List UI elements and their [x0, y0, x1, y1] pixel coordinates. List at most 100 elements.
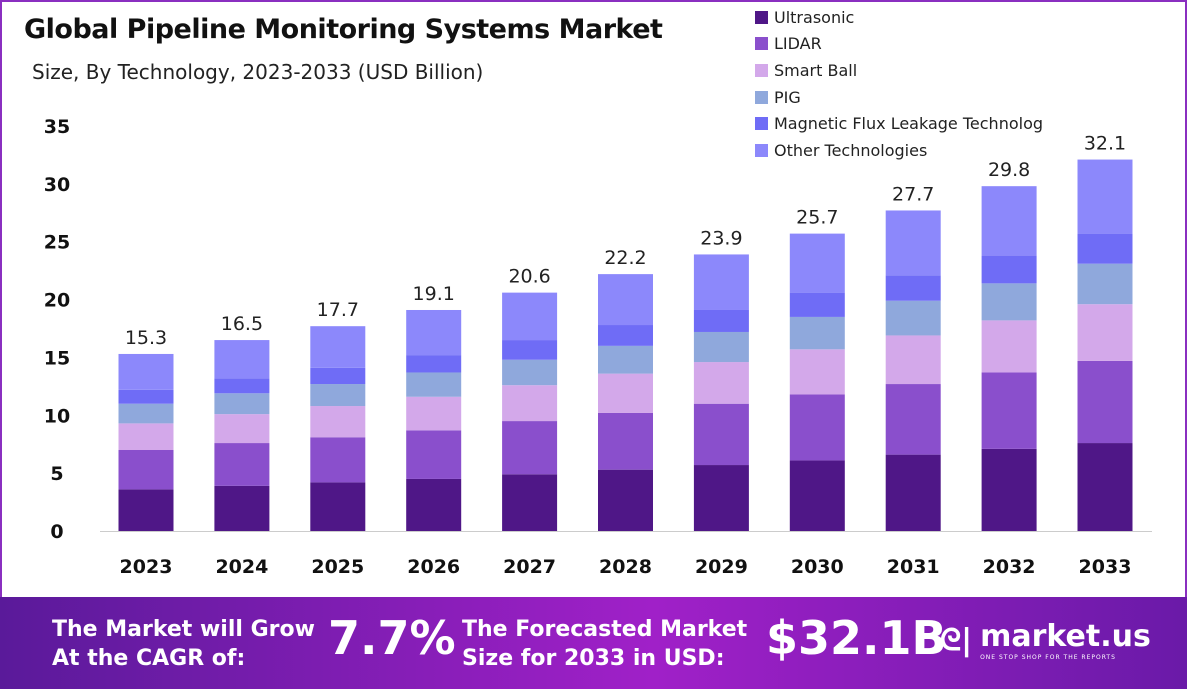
bar-segment-ultrasonic: [598, 469, 653, 531]
bar-segment-magnetic-flux-leakage-technolog: [118, 389, 174, 404]
bar-segment-other-technologies: [981, 186, 1037, 256]
bar-total-label: 32.1: [1084, 133, 1126, 155]
bar-segment-other-technologies: [310, 326, 366, 368]
bar-total-label: 22.2: [604, 247, 646, 269]
legend-swatch: [755, 143, 768, 157]
bar-segment-ultrasonic: [789, 460, 845, 531]
y-tick-label: 10: [44, 405, 70, 427]
brand-tagline: ONE STOP SHOP FOR THE REPORTS: [980, 654, 1116, 661]
bar-segment-smart-ball: [406, 396, 462, 431]
legend-swatch: [755, 117, 768, 131]
legend-label: LIDAR: [774, 34, 822, 54]
y-tick-label: 20: [44, 290, 70, 312]
bar-segment-other-technologies: [118, 353, 174, 390]
bar-segment-ultrasonic: [885, 454, 941, 531]
bar-segment-other-technologies: [693, 254, 749, 310]
forecast-value: $32.1B: [766, 611, 947, 665]
bar-segment-pig: [310, 384, 366, 407]
legend-swatch: [755, 90, 768, 104]
bar-segment-smart-ball: [214, 414, 270, 444]
footer-banner: The Market will Grow At the CAGR of: 7.7…: [0, 597, 1187, 689]
legend-item: PIG: [755, 84, 1043, 111]
bar-segment-pig: [789, 316, 845, 350]
bar-segment-lidar: [981, 372, 1037, 449]
bar-total-label: 17.7: [317, 299, 359, 321]
bar-segment-ultrasonic: [981, 448, 1037, 531]
bar-segment-lidar: [693, 403, 749, 466]
bar-segment-magnetic-flux-leakage-technolog: [502, 340, 558, 360]
bar-total-label: 19.1: [413, 283, 455, 305]
brand-logo: ᘓ| market.us ONE STOP SHOP FOR THE REPOR…: [940, 619, 1151, 661]
bar-segment-magnetic-flux-leakage-technolog: [885, 275, 941, 301]
bar-segment-pig: [118, 403, 174, 424]
x-tick-label: 2028: [599, 556, 652, 578]
y-tick-label: 25: [44, 232, 70, 254]
legend-item: Ultrasonic: [755, 4, 1043, 31]
bar-segment-ultrasonic: [502, 474, 558, 531]
bar-total-label: 27.7: [892, 183, 934, 205]
legend-item: LIDAR: [755, 31, 1043, 58]
legend-label: Magnetic Flux Leakage Technolog: [774, 114, 1044, 134]
y-tick-label: 30: [44, 174, 70, 196]
cagr-value: 7.7%: [328, 611, 456, 665]
legend-label: Smart Ball: [774, 60, 858, 80]
bar-segment-lidar: [885, 384, 941, 455]
x-tick-label: 2023: [120, 556, 173, 578]
bar-segment-magnetic-flux-leakage-technolog: [598, 325, 653, 346]
x-tick-label: 2030: [791, 556, 844, 578]
x-tick-label: 2031: [887, 556, 940, 578]
bar-segment-pig: [502, 359, 558, 386]
bar-segment-ultrasonic: [310, 482, 366, 531]
bar-segment-smart-ball: [1077, 304, 1133, 361]
bar-segment-lidar: [214, 443, 270, 486]
bar-total-label: 20.6: [508, 266, 550, 288]
y-tick-label: 35: [44, 116, 70, 138]
bar-segment-smart-ball: [310, 406, 366, 438]
forecast-label-line2: Size for 2033 in USD:: [462, 646, 725, 671]
bar-segment-pig: [214, 393, 270, 415]
legend-label: Ultrasonic: [774, 7, 855, 27]
forecast-label-line1: The Forecasted Market: [462, 617, 748, 642]
bar-total-label: 25.7: [796, 207, 838, 229]
bar-segment-lidar: [789, 394, 845, 461]
bar-segment-pig: [981, 283, 1037, 321]
legend: Ultrasonic LIDAR Smart Ball PIG Magnetic Flu…: [755, 4, 1043, 164]
bar-segment-smart-ball: [981, 320, 1037, 373]
legend-item: Magnetic Flux Leakage Technolog: [755, 110, 1043, 137]
cagr-label-line2: At the CAGR of:: [52, 646, 246, 671]
bar-total-label: 16.5: [221, 313, 263, 335]
bar-segment-pig: [406, 372, 462, 397]
x-tick-label: 2026: [407, 556, 460, 578]
legend-label: Other Technologies: [774, 140, 928, 160]
legend-swatch: [755, 63, 768, 77]
bar-segment-smart-ball: [502, 385, 558, 422]
bar-segment-ultrasonic: [118, 489, 174, 531]
legend-swatch: [755, 10, 768, 24]
cagr-label: The Market will Grow At the CAGR of:: [52, 615, 315, 673]
bar-segment-magnetic-flux-leakage-technolog: [693, 309, 749, 332]
bar-segment-lidar: [406, 430, 462, 479]
bar-segment-other-technologies: [789, 233, 845, 293]
bar-segment-ultrasonic: [693, 465, 749, 531]
bar-segment-other-technologies: [1077, 159, 1133, 234]
bar-segment-smart-ball: [885, 335, 941, 385]
bar-segment-magnetic-flux-leakage-technolog: [981, 255, 1037, 284]
legend-label: PIG: [774, 87, 801, 107]
stacked-bar-chart: 0510152025303515.3202316.5202417.7202519…: [44, 116, 1152, 578]
brand-logo-icon: ᘓ|: [940, 622, 973, 658]
forecast-label: The Forecasted Market Size for 2033 in U…: [462, 615, 747, 673]
y-tick-label: 15: [44, 347, 70, 369]
legend-item: Smart Ball: [755, 57, 1043, 84]
bar-total-label: 29.8: [988, 159, 1030, 181]
bar-segment-other-technologies: [502, 292, 558, 341]
brand-name: market.us: [980, 619, 1151, 654]
bar-segment-pig: [598, 345, 653, 374]
bar-segment-magnetic-flux-leakage-technolog: [310, 367, 366, 385]
legend-swatch: [755, 37, 768, 51]
bar-segment-lidar: [502, 421, 558, 475]
bar-segment-ultrasonic: [214, 485, 270, 531]
bar-segment-magnetic-flux-leakage-technolog: [1077, 233, 1133, 264]
x-tick-label: 2025: [311, 556, 364, 578]
y-tick-label: 5: [50, 463, 63, 485]
x-tick-label: 2027: [503, 556, 556, 578]
